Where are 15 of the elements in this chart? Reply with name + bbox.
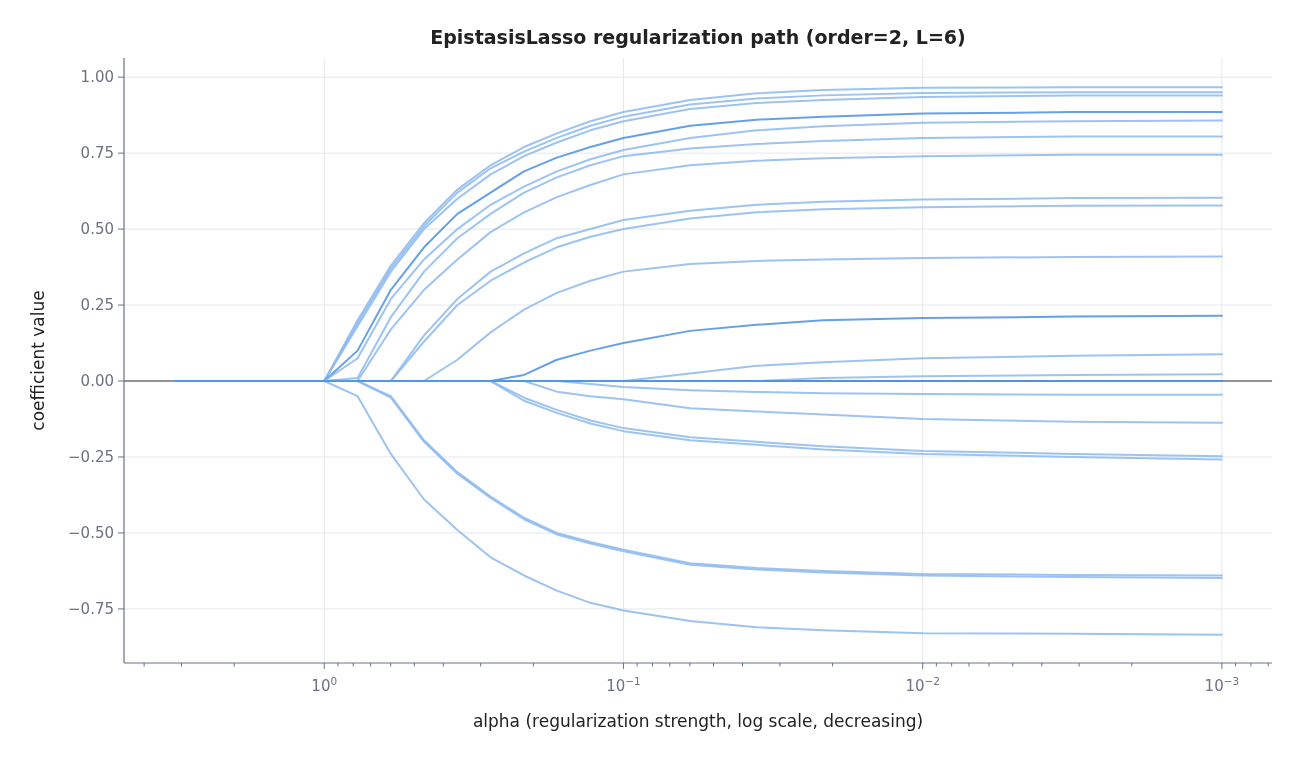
y-tick-label: −0.50	[68, 523, 114, 542]
y-axis-title: coefficient value	[28, 290, 48, 431]
y-tick-label: −0.25	[68, 447, 114, 466]
x-tick-label: 10$^{−3}$	[1204, 675, 1240, 695]
y-tick-label: −0.75	[68, 599, 114, 618]
y-tick-label: 0.00	[80, 372, 114, 391]
chart-title: EpistasisLasso regularization path (order=2, L=6)	[430, 26, 966, 48]
x-axis-title: alpha (regularization strength, log scale, decreasing)	[472, 711, 924, 731]
y-tick-label: 1.00	[80, 68, 114, 87]
y-tick-label: 0.25	[80, 296, 114, 315]
x-tick-label: 10$^{−2}$	[905, 675, 940, 695]
y-tick-label: 0.75	[80, 144, 114, 163]
x-tick-label: 10$^{0}$	[311, 675, 338, 695]
y-tick-label: 0.50	[80, 220, 114, 239]
x-tick-label: 10$^{−1}$	[606, 675, 641, 695]
